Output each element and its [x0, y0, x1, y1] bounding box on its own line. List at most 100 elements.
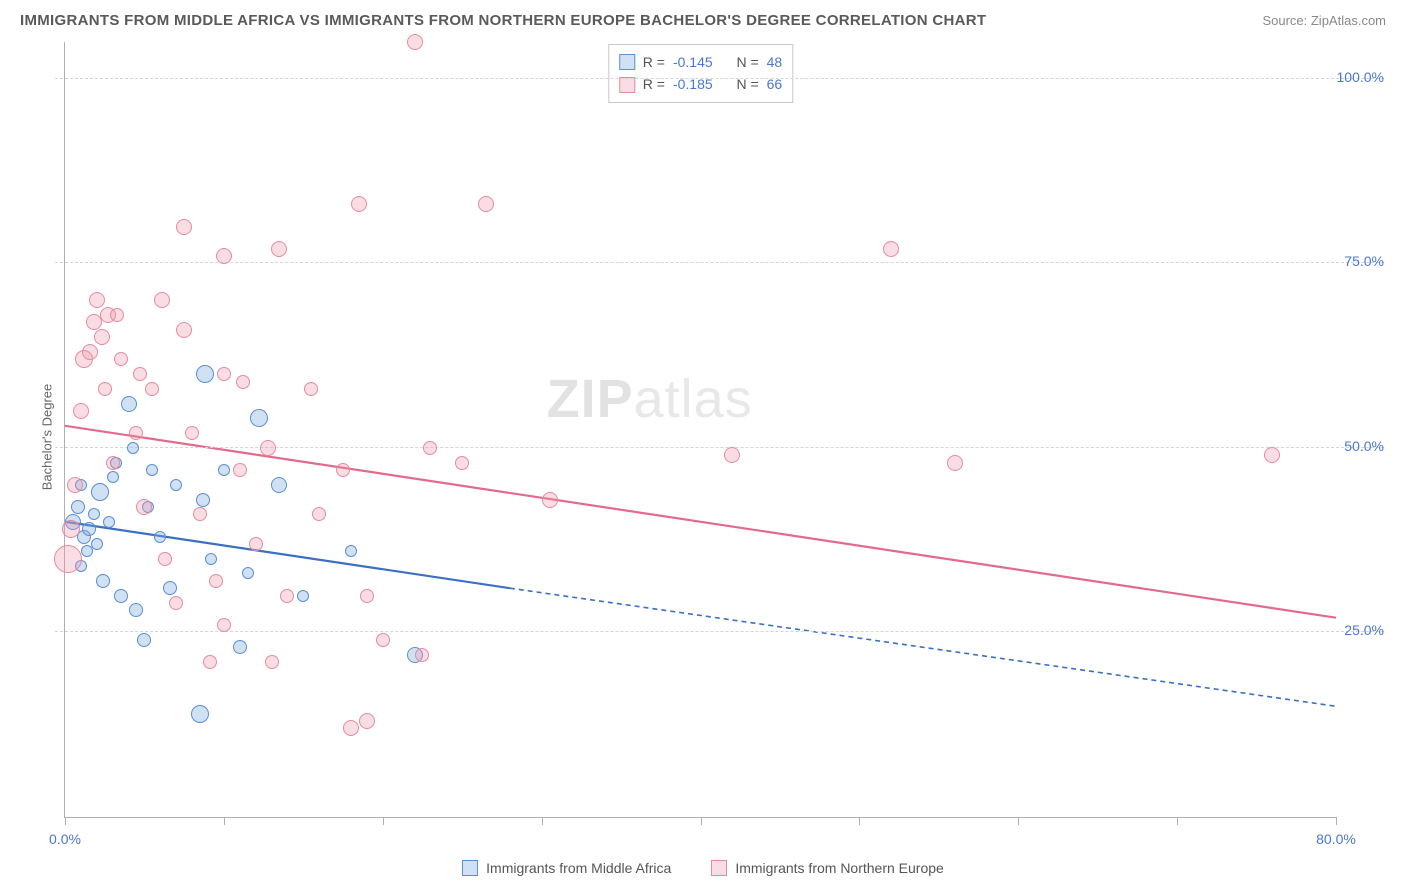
x-tick [701, 817, 702, 825]
data-point [170, 479, 182, 491]
source-label: Source: ZipAtlas.com [1262, 13, 1386, 28]
stats-row-1: R = -0.145 N = 48 [619, 51, 782, 73]
data-point [217, 367, 231, 381]
data-point [217, 618, 231, 632]
y-tick-label: 50.0% [1334, 438, 1384, 454]
y-axis-label: Bachelor's Degree [40, 384, 55, 491]
data-point [62, 520, 80, 538]
legend-item-2: Immigrants from Northern Europe [711, 860, 944, 876]
swatch-series-1 [619, 54, 635, 70]
x-tick-label: 80.0% [1316, 831, 1356, 847]
data-point [65, 514, 81, 530]
data-point [185, 426, 199, 440]
data-point [137, 633, 151, 647]
x-tick-label: 0.0% [49, 831, 81, 847]
data-point [169, 596, 183, 610]
data-point [73, 403, 89, 419]
data-point [107, 471, 119, 483]
data-point [163, 581, 177, 595]
header: IMMIGRANTS FROM MIDDLE AFRICA VS IMMIGRA… [20, 12, 1386, 29]
data-point [196, 493, 210, 507]
data-point [883, 241, 899, 257]
legend-label-2: Immigrants from Northern Europe [735, 860, 944, 876]
data-point [359, 713, 375, 729]
data-point [351, 196, 367, 212]
n-value-1: 48 [767, 51, 783, 73]
data-point [205, 553, 217, 565]
watermark: ZIPatlas [547, 368, 753, 430]
data-point [265, 655, 279, 669]
stats-row-2: R = -0.185 N = 66 [619, 73, 782, 95]
data-point [75, 479, 87, 491]
data-point [250, 409, 268, 427]
data-point [94, 329, 110, 345]
trend-lines [65, 42, 1336, 817]
data-point [478, 196, 494, 212]
data-point [260, 440, 276, 456]
data-point [423, 441, 437, 455]
data-point [86, 314, 102, 330]
swatch-series-2 [619, 77, 635, 93]
data-point [271, 477, 287, 493]
x-tick [65, 817, 66, 825]
n-label: N = [736, 73, 758, 95]
data-point [312, 507, 326, 521]
data-point [724, 447, 740, 463]
data-point [336, 463, 350, 477]
data-point [249, 537, 263, 551]
data-point [75, 560, 87, 572]
chart-container: Bachelor's Degree ZIPatlas R = -0.145 N … [52, 42, 1386, 832]
gridline [55, 262, 1384, 263]
data-point [110, 308, 124, 322]
data-point [345, 545, 357, 557]
data-point [304, 382, 318, 396]
legend-item-1: Immigrants from Middle Africa [462, 860, 671, 876]
data-point [233, 640, 247, 654]
data-point [203, 655, 217, 669]
data-point [54, 545, 82, 573]
x-tick [859, 817, 860, 825]
data-point [360, 589, 374, 603]
data-point [127, 442, 139, 454]
data-point [81, 545, 93, 557]
swatch-series-2 [711, 860, 727, 876]
x-tick [383, 817, 384, 825]
data-point [136, 499, 152, 515]
data-point [242, 567, 254, 579]
data-point [154, 292, 170, 308]
r-label: R = [643, 73, 665, 95]
data-point [114, 589, 128, 603]
data-point [89, 292, 105, 308]
data-point [233, 463, 247, 477]
x-tick [1336, 817, 1337, 825]
data-point [176, 219, 192, 235]
x-tick [1018, 817, 1019, 825]
data-point [106, 456, 120, 470]
data-point [407, 647, 423, 663]
data-point [191, 705, 209, 723]
data-point [146, 464, 158, 476]
r-value-2: -0.185 [673, 73, 713, 95]
data-point [91, 483, 109, 501]
chart-title: IMMIGRANTS FROM MIDDLE AFRICA VS IMMIGRA… [20, 12, 986, 29]
data-point [129, 603, 143, 617]
swatch-series-1 [462, 860, 478, 876]
data-point [343, 720, 359, 736]
data-point [110, 457, 122, 469]
y-tick-label: 25.0% [1334, 622, 1384, 638]
data-point [297, 590, 309, 602]
data-point [176, 322, 192, 338]
watermark-text-a: ZIP [547, 369, 634, 429]
x-tick [542, 817, 543, 825]
watermark-text-b: atlas [634, 369, 753, 429]
x-tick [224, 817, 225, 825]
data-point [218, 464, 230, 476]
data-point [77, 530, 91, 544]
gridline [55, 447, 1384, 448]
data-point [271, 241, 287, 257]
data-point [75, 350, 93, 368]
data-point [98, 382, 112, 396]
data-point [236, 375, 250, 389]
data-point [91, 538, 103, 550]
data-point [280, 589, 294, 603]
